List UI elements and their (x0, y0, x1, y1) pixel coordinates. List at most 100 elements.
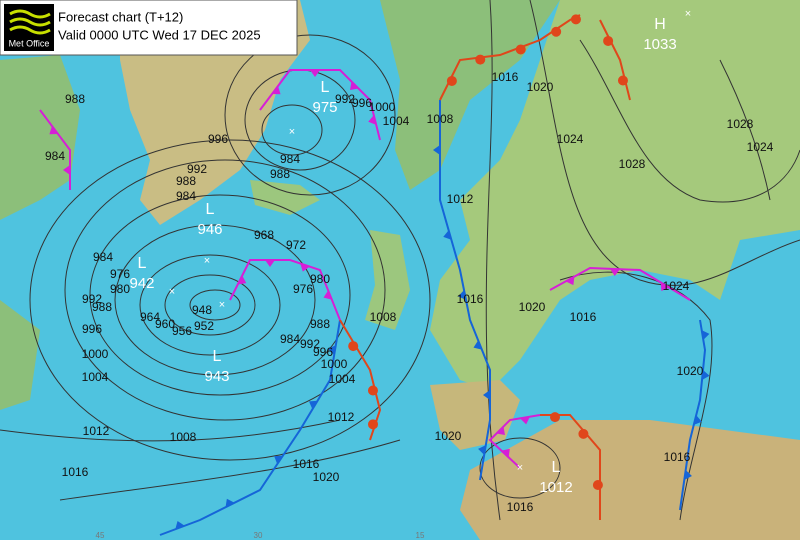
isobar-label: 984 (280, 332, 300, 346)
centre-cross: × (517, 462, 523, 474)
logo-waves (9, 9, 51, 35)
front-symbol (446, 75, 457, 86)
front-line (679, 319, 707, 511)
isobar-label: 1020 (527, 80, 554, 94)
isobar-label: 1016 (293, 457, 320, 471)
isobar-label: 1020 (677, 364, 704, 378)
isobar (189, 289, 241, 321)
front-symbol (520, 416, 530, 425)
isobar-label: 1024 (747, 140, 774, 154)
front-line (599, 19, 631, 101)
isobar-label: 1008 (427, 112, 454, 126)
isobar (114, 224, 316, 376)
front-symbol (693, 415, 702, 425)
front-symbol (274, 455, 283, 465)
isobar-label: 992 (187, 162, 207, 176)
front-symbol (478, 445, 486, 455)
centre-pressure: 942 (129, 275, 154, 292)
isobar-label: 952 (194, 319, 214, 333)
isobar-label: 976 (110, 267, 130, 281)
isobars (0, 0, 800, 521)
isobar (719, 59, 771, 201)
isobar (29, 139, 431, 461)
front-symbol (578, 428, 589, 439)
isobar-label: 1016 (664, 450, 691, 464)
isobar-label: 988 (92, 300, 112, 314)
labels: ××××××H1033L975L946L942L943L101298898499… (45, 8, 774, 540)
front-symbol (496, 426, 505, 435)
isobar-label: 984 (280, 152, 300, 166)
front-symbol (368, 419, 379, 430)
iceland (250, 180, 320, 215)
isobar-label: 1012 (328, 410, 355, 424)
isobar-label: 1004 (82, 370, 109, 384)
isobar-label: 968 (254, 228, 274, 242)
isobar-label: 1020 (519, 300, 546, 314)
front-symbol (603, 35, 614, 46)
front-symbol (550, 412, 560, 423)
isobar-label: 1020 (435, 429, 462, 443)
isobar (164, 274, 256, 336)
front-symbol (660, 282, 670, 292)
centre-cross: × (204, 255, 210, 267)
front-line (39, 109, 71, 190)
isobar-label: 988 (65, 92, 85, 106)
isobar-label: 1028 (727, 117, 754, 131)
front-symbol (272, 86, 281, 95)
centre-pressure: 975 (312, 99, 337, 116)
british-isles (365, 230, 410, 330)
front-symbol (610, 268, 620, 276)
isobar-label: 1016 (507, 500, 534, 514)
centre-pressure: 1033 (643, 36, 676, 53)
isobar-label: 1016 (570, 310, 597, 324)
isobar-label: 1016 (492, 70, 519, 84)
isobar-label: 1004 (383, 114, 410, 128)
isobar (59, 439, 401, 501)
isobar-label: 1016 (457, 292, 484, 306)
valid-time: Valid 0000 UTC Wed 17 DEC 2025 (58, 27, 261, 42)
centre-cross: × (289, 126, 295, 138)
front-symbol (308, 400, 318, 410)
canada-east (0, 300, 40, 410)
centre-pressure: 946 (197, 221, 222, 238)
isobar (485, 0, 501, 521)
isobar-label: 960 (155, 317, 175, 331)
isobar-label: 996 (352, 96, 372, 110)
front-symbol (433, 145, 440, 155)
isobar-label: 1020 (313, 470, 340, 484)
canada-north (0, 55, 80, 220)
front-symbol (443, 230, 452, 240)
front-symbol (225, 498, 235, 508)
front-line (259, 69, 381, 141)
isobar-label: 1000 (369, 100, 396, 114)
isobar-label: 984 (45, 149, 65, 163)
centre-cross: × (169, 286, 175, 298)
isobar-label: 988 (176, 174, 196, 188)
front-symbol (473, 340, 482, 350)
isobar-label: 992 (335, 92, 355, 106)
isobar (224, 34, 396, 196)
front-symbol (501, 448, 510, 458)
centre-letter: L (321, 79, 330, 96)
front-symbol (565, 276, 575, 286)
isobar-label: 980 (110, 282, 130, 296)
isobar-label: 976 (293, 282, 313, 296)
front-symbol (367, 385, 378, 396)
isobar (529, 0, 800, 286)
isobar-label: 1024 (663, 279, 690, 293)
isobar-label: 972 (286, 238, 306, 252)
front-symbol (515, 44, 526, 55)
scandinavia (380, 0, 560, 190)
centre-pressure: 943 (204, 368, 229, 385)
fronts (39, 14, 710, 536)
front-symbol (49, 126, 58, 135)
isobar-label: 1000 (321, 357, 348, 371)
centre-letter: L (206, 201, 215, 218)
front-symbol (368, 115, 377, 125)
front-symbol (475, 54, 486, 65)
centre-letter: L (138, 255, 147, 272)
front-line (229, 259, 341, 321)
isobar-label: 988 (270, 167, 290, 181)
isobar-label: 956 (172, 324, 192, 338)
